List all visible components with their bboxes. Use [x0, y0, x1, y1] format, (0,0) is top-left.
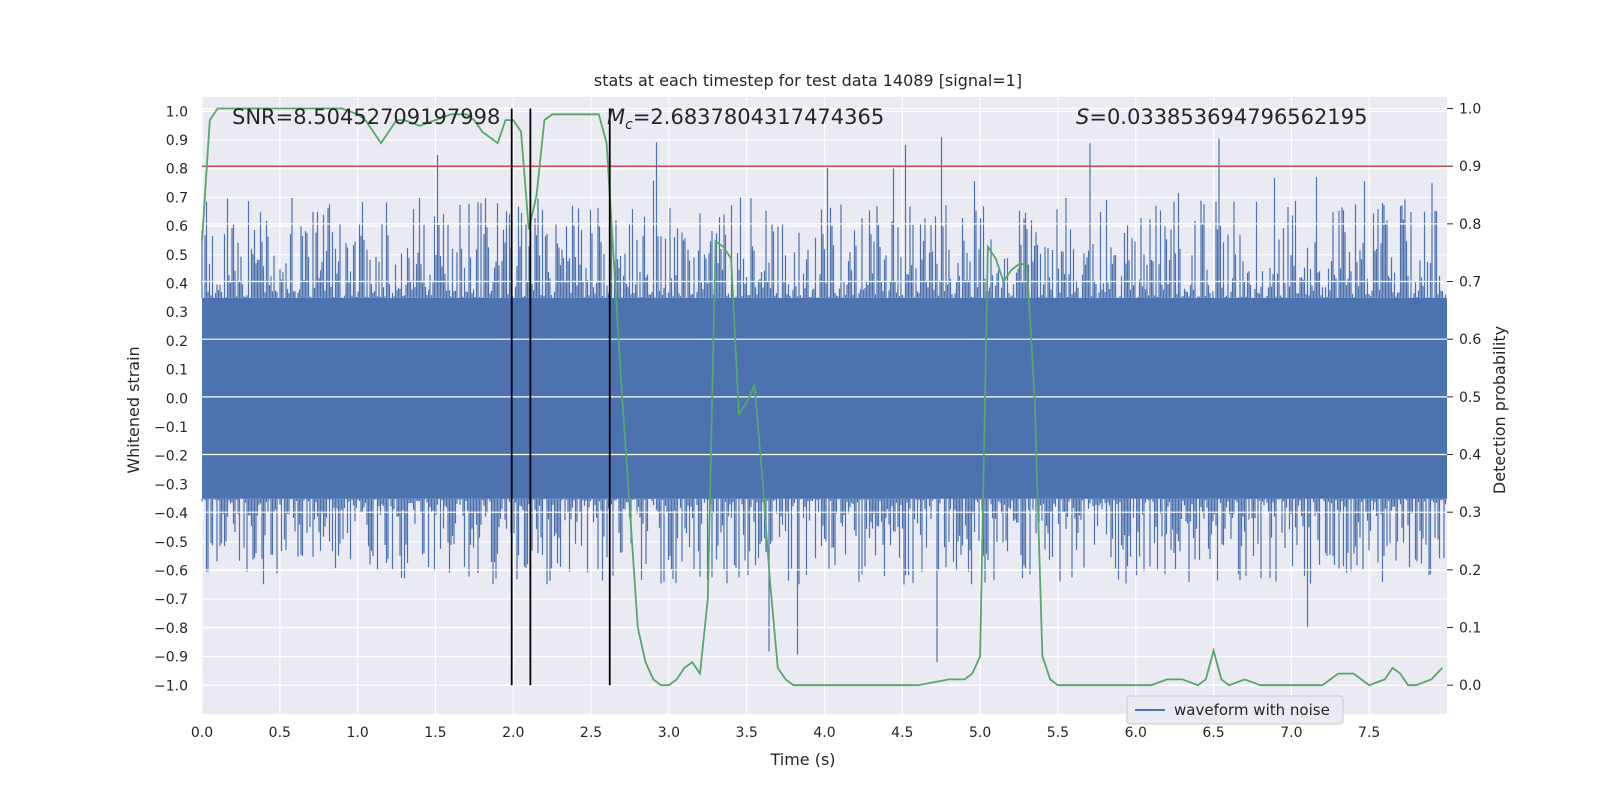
y-left-tick-label: −0.1 — [154, 420, 188, 436]
waveform-series — [201, 137, 1447, 663]
y-axis-label-right: Detection probability — [1490, 326, 1509, 494]
y-left-tick-label: −0.4 — [154, 506, 188, 522]
waveform-lower-spikes — [201, 498, 1447, 663]
right-axis-ticks: 0.0 0.1 0.2 0.3 0.4 0.5 0.6 0.7 0.8 0.9 1.0 — [1447, 102, 1481, 694]
y-axis-label-left: Whitened strain — [124, 346, 143, 473]
legend-label: waveform with noise — [1174, 701, 1330, 719]
legend: waveform with noise — [1126, 695, 1344, 725]
legend-box — [1126, 695, 1344, 725]
probability-series — [201, 107, 1443, 687]
y-right-tick-label: 0.0 — [1459, 678, 1481, 694]
x-tick-label: 7.5 — [1358, 725, 1380, 741]
y-left-tick-label: −0.5 — [154, 535, 188, 551]
y-right-tick-label: 0.2 — [1459, 563, 1481, 579]
y-right-tick-label: 0.8 — [1459, 217, 1481, 233]
waveform-upper-spikes — [201, 137, 1447, 298]
x-tick-label: 1.5 — [424, 725, 446, 741]
y-right-tick-label: 0.7 — [1459, 275, 1481, 291]
x-tick-label: 2.0 — [502, 725, 524, 741]
y-right-tick-label: 0.3 — [1459, 505, 1481, 521]
y-left-tick-label: 0.2 — [166, 334, 188, 350]
y-right-tick-label: 0.6 — [1459, 332, 1481, 348]
waveform-dense-band — [202, 297, 1447, 499]
x-tick-label: 3.0 — [658, 725, 680, 741]
y-left-tick-label: −1.0 — [154, 678, 188, 694]
probability-line — [201, 107, 1443, 687]
y-right-tick-label: 1.0 — [1459, 102, 1481, 118]
y-left-tick-label: −0.3 — [154, 477, 188, 493]
left-axis-ticks: −1.0 −0.9 −0.8 −0.7 −0.6 −0.5 −0.4 −0.3 −0.2 −0.1… — [154, 104, 188, 694]
chart-title: stats at each timestep for test data 140… — [594, 71, 1022, 90]
x-tick-label: 5.0 — [969, 725, 991, 741]
y-left-tick-label: 0.7 — [166, 190, 188, 206]
y-left-tick-label: −0.9 — [154, 650, 188, 666]
chirp-mass-value: =2.6837804317474365 — [633, 105, 884, 129]
y-left-tick-label: −0.8 — [154, 621, 188, 637]
s-annotation: S=0.033853694796562195 — [1076, 105, 1367, 129]
y-left-tick-label: 0.8 — [166, 162, 188, 178]
x-tick-label: 5.5 — [1047, 725, 1069, 741]
x-tick-label: 6.0 — [1125, 725, 1147, 741]
x-axis-label: Time (s) — [769, 750, 835, 769]
y-left-tick-label: −0.6 — [154, 564, 188, 580]
x-tick-label: 0.5 — [269, 725, 291, 741]
y-right-tick-label: 0.9 — [1459, 159, 1481, 175]
event-markers — [510, 108, 611, 686]
y-left-tick-label: 0.0 — [166, 391, 188, 407]
s-value: =0.033853694796562195 — [1089, 105, 1367, 129]
y-left-tick-label: 0.9 — [166, 133, 188, 149]
x-tick-label: 4.5 — [891, 725, 913, 741]
snr-annotation: SNR=8.50452709197998 — [232, 105, 500, 129]
x-tick-label: 0.0 — [191, 725, 213, 741]
y-right-tick-label: 0.4 — [1459, 448, 1481, 464]
y-left-tick-label: −0.7 — [154, 592, 188, 608]
x-tick-label: 2.5 — [580, 725, 602, 741]
y-right-tick-label: 0.1 — [1459, 621, 1481, 637]
chirp-mass-annotation: Mc=2.6837804317474365 — [607, 105, 884, 133]
y-left-tick-label: 0.4 — [166, 277, 188, 293]
x-tick-label: 7.0 — [1280, 725, 1302, 741]
y-left-tick-label: −0.2 — [154, 449, 188, 465]
y-right-tick-label: 0.5 — [1459, 390, 1481, 406]
x-tick-label: 1.0 — [346, 725, 368, 741]
y-left-tick-label: 1.0 — [166, 104, 188, 120]
y-left-tick-label: 0.3 — [166, 305, 188, 321]
x-tick-label: 6.5 — [1202, 725, 1224, 741]
x-axis-ticks: 0.0 0.5 1.0 1.5 2.0 2.5 3.0 3.5 4.0 4.5 5.0 5.5 6.0 6… — [191, 725, 1380, 741]
x-tick-label: 3.5 — [736, 725, 758, 741]
y-left-tick-label: 0.6 — [166, 219, 188, 235]
y-left-tick-label: 0.1 — [166, 363, 188, 379]
y-left-tick-label: 0.5 — [166, 248, 188, 264]
x-tick-label: 4.0 — [813, 725, 835, 741]
